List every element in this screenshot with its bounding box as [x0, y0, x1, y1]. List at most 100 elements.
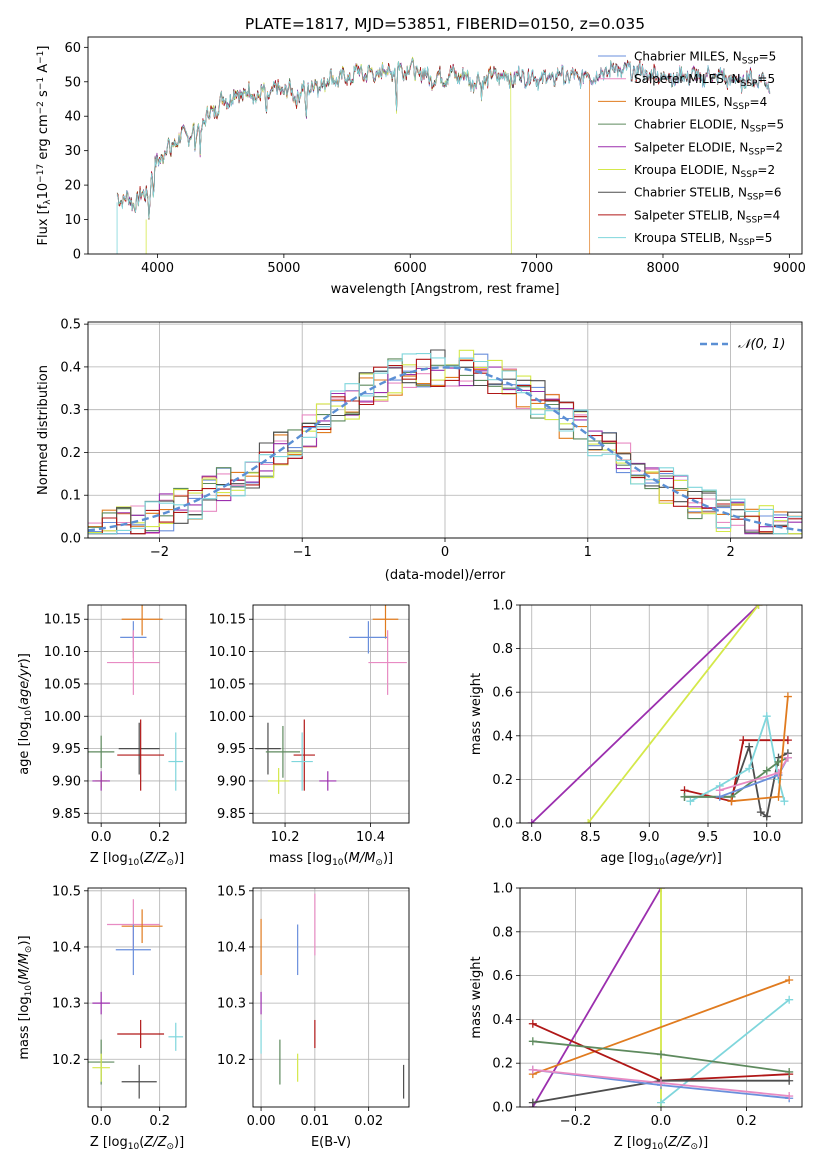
histogram-step	[88, 349, 802, 535]
errorbar-point	[88, 735, 115, 769]
x-tick-label: 0.0	[91, 1114, 112, 1129]
weight-line	[587, 605, 760, 823]
plot-area	[88, 349, 802, 535]
y-tick-label: 10.3	[52, 997, 81, 1012]
legend-label: Salpeter STELIB, NSSP=4	[634, 208, 780, 225]
weight-marker	[785, 995, 794, 1004]
x-tick-label: 5000	[267, 261, 300, 276]
x-tick-label: 0.00	[247, 1114, 276, 1129]
plot-area	[260, 893, 405, 1099]
panel-mass_vs_ebv: 0.00 0.01 0.02 10.2 10.3 10.4 10.5 E(B-V)	[217, 884, 410, 1150]
weight-marker	[715, 786, 724, 795]
weight-marker	[783, 736, 792, 745]
legend: Chabrier MILES, NSSP=5 Salpeter MILES, NS…	[598, 50, 784, 248]
y-tick-label: 10.5	[52, 884, 81, 899]
y-tick-label: 0.0	[492, 817, 513, 832]
weight-line	[731, 696, 789, 803]
weight-marker	[584, 819, 593, 823]
x-tick-label: 10.4	[356, 830, 385, 845]
y-tick-label: 1.0	[492, 599, 513, 614]
y-tick-label: 9.85	[217, 807, 246, 822]
weight-line	[531, 605, 760, 823]
weight-marker	[739, 736, 748, 745]
errorbar-point	[368, 630, 407, 695]
y-tick-label: 10.05	[44, 677, 81, 692]
y-tick-label: 0.0	[60, 532, 81, 547]
y-tick-label: 0.2	[492, 773, 513, 788]
errorbar-point	[265, 725, 301, 778]
y-axis-label-group: mass [log10(M/M⊙)]	[17, 935, 34, 1059]
x-tick-label: −0.2	[560, 1114, 592, 1129]
plot-area	[88, 605, 184, 791]
plot-area	[527, 605, 792, 823]
y-tick-label: 10.2	[52, 1053, 81, 1068]
y-tick-label: 0	[73, 248, 81, 263]
errorbar-point	[291, 732, 313, 791]
x-tick-label: 0.01	[300, 1114, 329, 1129]
errorbar-point	[319, 771, 337, 791]
weight-marker	[657, 1098, 665, 1107]
weight-marker	[657, 1050, 665, 1059]
y-axis-label: mass weight	[469, 673, 484, 755]
y-tick-label: 20	[64, 179, 81, 194]
axes-frame	[252, 887, 410, 1108]
weight-marker	[657, 1078, 665, 1087]
x-tick-label: 0.2	[736, 1114, 757, 1129]
spectrum-line	[116, 58, 591, 254]
y-tick-label: 0.3	[60, 403, 81, 418]
weight-marker	[527, 819, 536, 823]
panel-age_vs_Z: 0.0 0.2 9.85 9.90 9.95 10.00 10.05 10.10 10.15 Z …	[17, 604, 187, 868]
plot-area	[528, 888, 794, 1107]
y-tick-label: 10.10	[44, 645, 81, 660]
x-tick-label: 0.02	[354, 1114, 383, 1129]
errorbar-point	[349, 621, 388, 654]
y-tick-label: 0.6	[492, 686, 513, 701]
panel-weight_vs_Z: −0.2 0.0 0.2 0.0 0.2 0.4 0.6 0.8 1.0 Z [log10(Z/Z…	[469, 882, 803, 1152]
y-tick-label: 0.6	[492, 969, 513, 984]
errorbar-point	[92, 1053, 110, 1082]
y-axis-label-group: Flux [fλ10−17 erg cm−2 s−1 A−1]	[36, 46, 53, 246]
x-axis-label: age [log10(age/yr)]	[600, 851, 722, 868]
weight-marker	[785, 1067, 794, 1076]
legend-label: Salpeter MILES, NSSP=5	[634, 72, 775, 89]
x-tick-label: 9000	[773, 261, 806, 276]
y-tick-label: 0.4	[492, 1013, 513, 1028]
errorbar-point	[255, 722, 281, 775]
x-tick-label: 0.0	[91, 830, 112, 845]
weight-marker	[745, 764, 754, 773]
weight-marker	[657, 888, 665, 892]
legend-label: Chabrier ELODIE, NSSP=5	[634, 118, 784, 135]
x-axis-label: Z [log10(Z/Z⊙)]	[614, 1135, 708, 1152]
axes-frame	[87, 887, 187, 1108]
axes-frame	[87, 321, 803, 539]
weight-marker	[785, 975, 794, 984]
y-tick-label: 10.00	[209, 710, 246, 725]
y-tick-label: 10.3	[217, 997, 246, 1012]
x-tick-label: 4000	[141, 261, 174, 276]
legend-label: Kroupa ELODIE, NSSP=2	[634, 163, 775, 180]
x-tick-label: 8.5	[580, 830, 601, 845]
y-tick-label: 10.15	[44, 613, 81, 628]
y-tick-label: 30	[64, 144, 81, 159]
y-tick-label: 10.4	[217, 940, 246, 955]
weight-marker	[528, 1037, 537, 1046]
axes-frame	[519, 604, 803, 824]
y-tick-label: 0.1	[60, 489, 81, 504]
y-tick-label: 10	[64, 213, 81, 228]
y-tick-label: 9.85	[52, 807, 81, 822]
errorbar-point	[267, 768, 290, 794]
weight-marker	[727, 797, 736, 806]
weight-line	[532, 979, 790, 1076]
weight-marker	[754, 605, 763, 609]
y-tick-label: 9.90	[52, 774, 81, 789]
y-tick-label: 10.15	[209, 613, 246, 628]
weight-marker	[762, 712, 771, 721]
y-tick-label: 9.95	[52, 742, 81, 757]
x-tick-label: 0.0	[651, 1114, 672, 1129]
errorbar-point	[372, 605, 399, 639]
y-tick-label: 1.0	[492, 882, 513, 897]
y-axis-label: Flux [fλ10−17 erg cm−2 s−1 A−1]	[36, 46, 53, 246]
x-axis-label: mass [log10(M/M⊙)]	[269, 851, 393, 868]
y-tick-label: 50	[64, 75, 81, 90]
